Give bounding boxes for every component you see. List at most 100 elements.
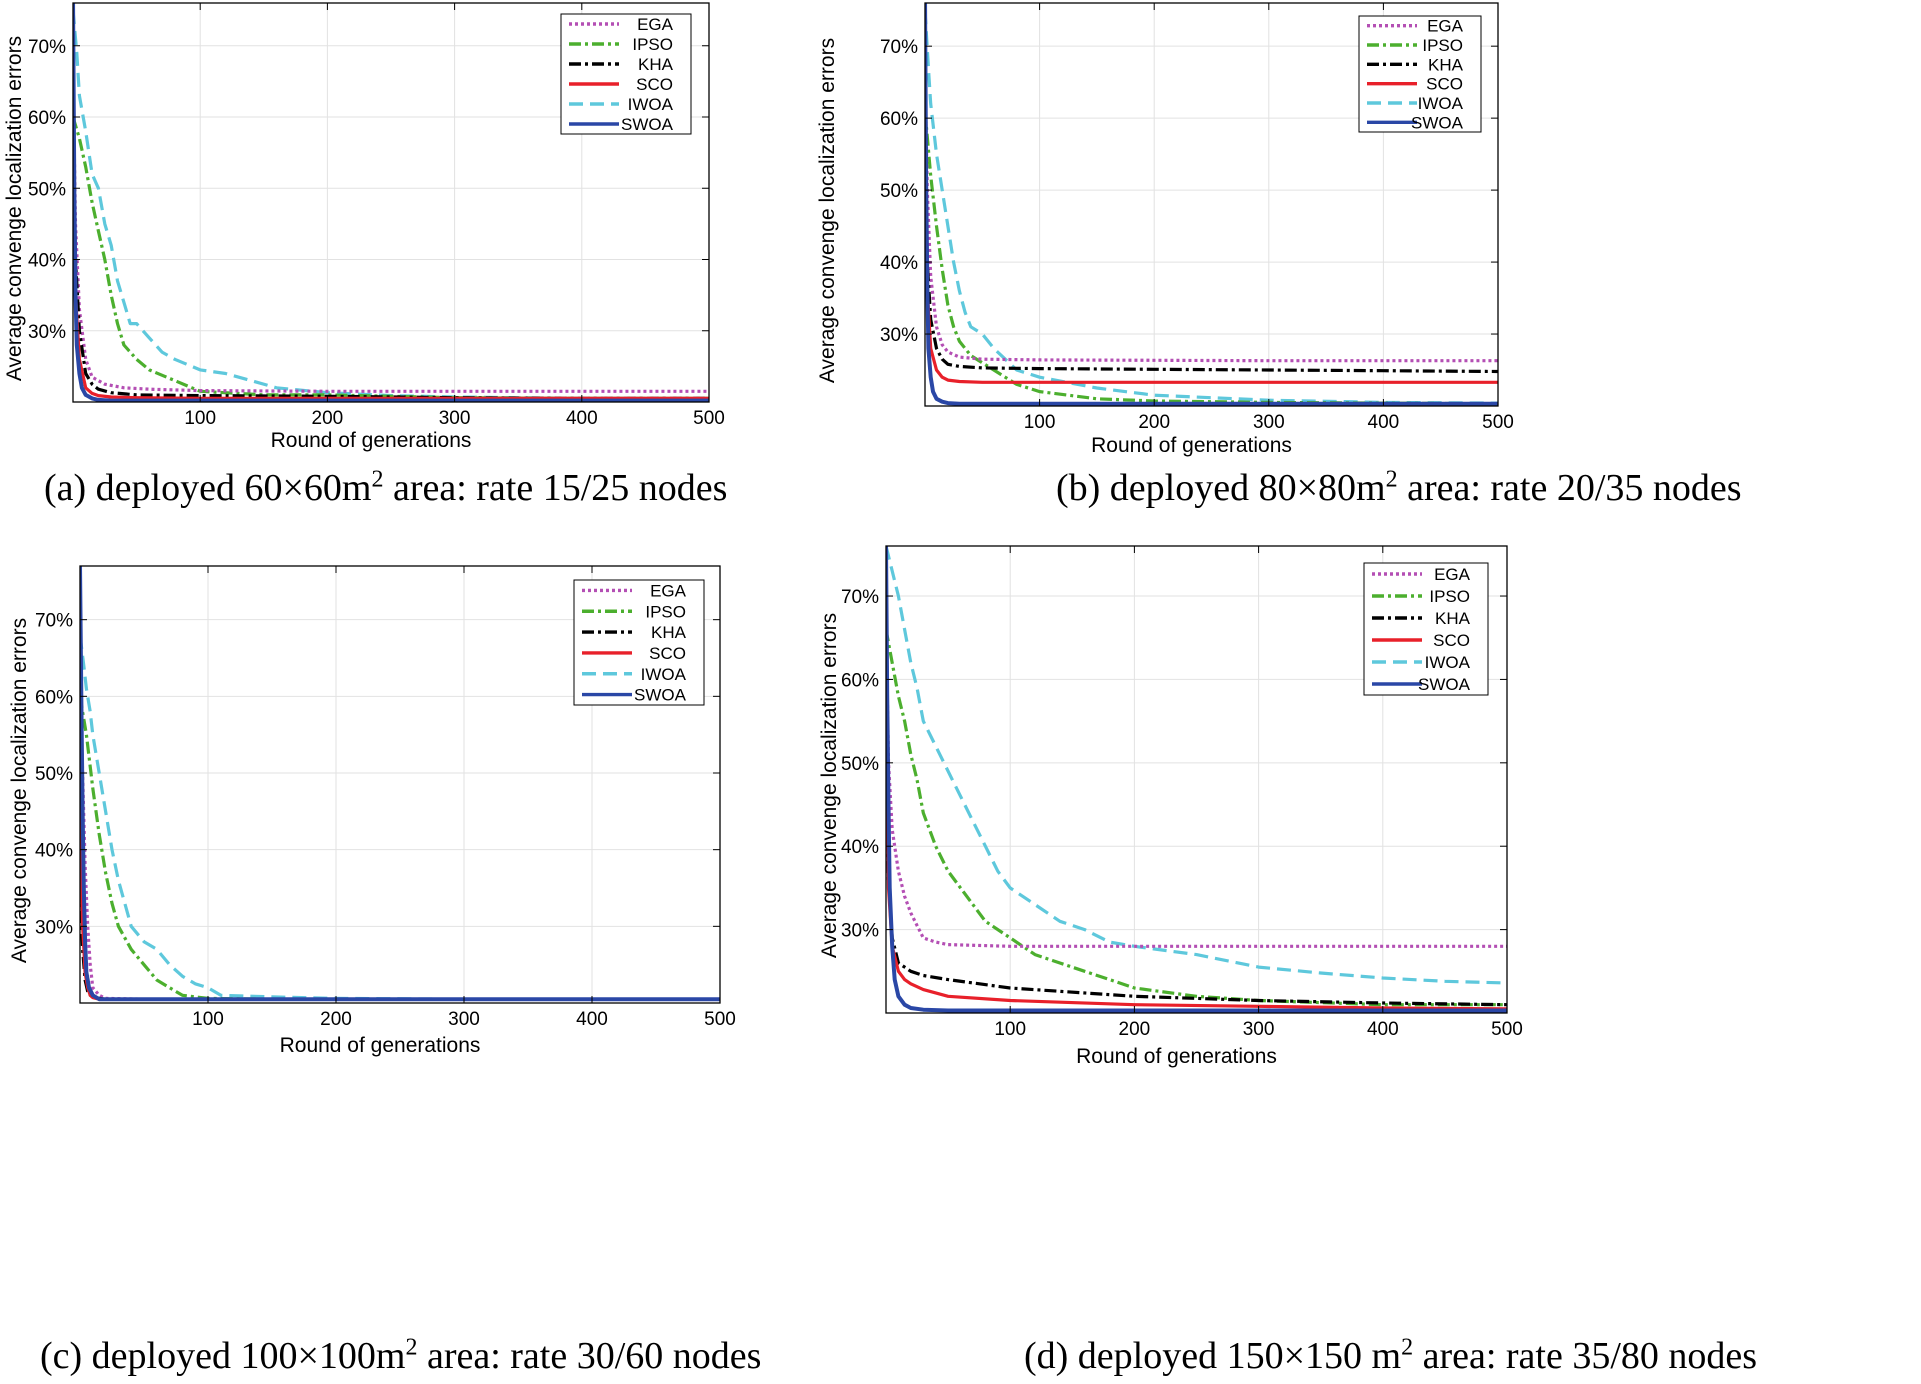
series-line-iwoa [925, 10, 1498, 405]
series-line-ega [886, 621, 1507, 948]
chart-c: 100 200 300 400 500 30% 40% 50% 60% 70% Round of g… [8, 565, 736, 1057]
panel-c: 100 200 300 400 500 30% 40% 50% 60% 70% Round of g… [0, 565, 960, 1384]
y-axis-label: Average convenge localization errors [8, 618, 31, 963]
panel-a: 100 200 300 400 500 30% 40% 50% 60% 70% Round of g… [0, 0, 960, 640]
series-line-ipso [886, 629, 1507, 1007]
y-tick-label: 70% [880, 37, 918, 58]
y-tick-label: 40% [35, 841, 73, 862]
chart-a: 100 200 300 400 500 30% 40% 50% 60% 70% Round of g… [3, 2, 725, 452]
legend-label-swoa: SWOA [1411, 113, 1464, 132]
legend-box [573, 579, 705, 706]
legend-label-ipso: IPSO [632, 35, 673, 54]
plot-group: 100 200 300 400 500 30% 40% 50% 60% 70% Round of g… [818, 545, 1523, 1068]
legend-label-sco: SCO [649, 644, 686, 663]
series-line-kha [80, 887, 720, 1001]
x-axis-label: Round of generations [271, 429, 472, 452]
x-axis-label: Round of generations [1091, 434, 1292, 457]
panel-d: 100 200 300 400 500 30% 40% 50% 60% 70% Round of g… [818, 545, 1921, 1384]
legend-label-ipso: IPSO [1429, 587, 1470, 606]
series-line-sco [925, 146, 1498, 384]
x-tick-label: 400 [576, 1009, 608, 1030]
y-tick-label: 60% [841, 670, 879, 691]
caption-d-prefix: (d) deployed 150×150 m [1024, 1335, 1402, 1377]
legend-label-ega: EGA [650, 581, 687, 600]
series-line-swoa [925, 3, 1498, 406]
legend-label-iwoa: IWOA [628, 95, 674, 114]
series-line-ega [80, 680, 720, 1001]
legend-label-swoa: SWOA [621, 115, 674, 134]
axes-box [72, 2, 710, 403]
x-axis-label: Round of generations [280, 1034, 481, 1057]
caption-d-suffix: area: rate 35/80 nodes [1413, 1335, 1758, 1377]
chart-d: 100 200 300 400 500 30% 40% 50% 60% 70% Round of g… [818, 545, 1523, 1068]
axes-box [885, 545, 1508, 1014]
x-tick-label: 400 [566, 408, 598, 429]
x-tick-label: 300 [1243, 1019, 1275, 1040]
y-tick-label: 30% [28, 322, 66, 343]
series-line-ipso [925, 110, 1498, 406]
caption-a-prefix: (a) deployed 60×60m [44, 467, 372, 509]
y-tick-label: 60% [28, 108, 66, 129]
panel-b: 100 200 300 400 500 30% 40% 50% 60% 70% Round of g… [816, 0, 1921, 640]
x-tick-label: 500 [693, 408, 725, 429]
plot-group: 100 200 300 400 500 30% 40% 50% 60% 70% Round of g… [3, 2, 725, 452]
caption-b-sup: 2 [1385, 466, 1398, 493]
series-line-swoa [73, 3, 709, 402]
legend-label-ipso: IPSO [645, 602, 686, 621]
legend-label-iwoa: IWOA [641, 665, 687, 684]
legend-label-iwoa: IWOA [1418, 94, 1464, 113]
caption-b-prefix: (b) deployed 80×80m [1056, 467, 1386, 509]
x-tick-label: 500 [704, 1009, 736, 1030]
series-line-ipso [80, 696, 720, 1001]
legend-label-kha: KHA [651, 623, 687, 642]
legend-label-sco: SCO [636, 75, 673, 94]
caption-d-sup: 2 [1401, 1334, 1414, 1361]
y-axis-label: Average convenge localization errors [816, 38, 839, 383]
x-tick-label: 200 [320, 1009, 352, 1030]
caption-d: (d) deployed 150×150 m2 area: rate 35/80… [1024, 1334, 1757, 1378]
series-line-kha [886, 746, 1507, 1007]
x-tick-label: 500 [1491, 1019, 1523, 1040]
caption-a-sup: 2 [371, 466, 384, 493]
caption-c-prefix: (c) deployed 100×100m [40, 1335, 406, 1377]
x-tick-label: 300 [448, 1009, 480, 1030]
plot-group: 100 200 300 400 500 30% 40% 50% 60% 70% Round of g… [8, 565, 736, 1057]
x-tick-label: 200 [312, 408, 344, 429]
x-tick-label: 400 [1367, 1019, 1399, 1040]
caption-c-suffix: area: rate 30/60 nodes [417, 1335, 762, 1377]
y-axis-label: Average convenge localization errors [3, 36, 26, 381]
legend-label-iwoa: IWOA [1425, 653, 1471, 672]
legend-label-kha: KHA [1435, 609, 1471, 628]
y-tick-label: 40% [841, 837, 879, 858]
legend-label-ipso: IPSO [1422, 36, 1463, 55]
y-tick-label: 50% [28, 179, 66, 200]
x-tick-label: 200 [1138, 412, 1170, 433]
y-tick-label: 70% [28, 37, 66, 58]
series-line-iwoa [73, 9, 709, 400]
y-axis-label: Average convenge localization errors [818, 613, 841, 958]
legend-box [1358, 15, 1482, 133]
series-line-iwoa [80, 634, 720, 1001]
y-tick-label: 50% [841, 754, 879, 775]
series-line-swoa [80, 566, 720, 1002]
legend-box [1363, 562, 1489, 696]
chart-b: 100 200 300 400 500 30% 40% 50% 60% 70% Round of g… [816, 2, 1514, 457]
legend-label-swoa: SWOA [634, 686, 687, 705]
caption-a-suffix: area: rate 15/25 nodes [383, 467, 728, 509]
y-tick-label: 70% [841, 587, 879, 608]
y-tick-label: 30% [880, 325, 918, 346]
caption-a: (a) deployed 60×60m2 area: rate 15/25 no… [44, 466, 727, 510]
axes-box [79, 565, 721, 1004]
series-line-sco [73, 131, 709, 400]
caption-b: (b) deployed 80×80m2 area: rate 20/35 no… [1056, 466, 1742, 510]
x-tick-label: 100 [1024, 412, 1056, 433]
series-line-kha [925, 154, 1498, 374]
caption-c: (c) deployed 100×100m2 area: rate 30/60 … [40, 1334, 761, 1378]
x-tick-label: 500 [1482, 412, 1514, 433]
y-tick-label: 40% [880, 253, 918, 274]
y-tick-label: 40% [28, 251, 66, 272]
legend: EGA IPSO KHA SCO IWOA SWOA [573, 579, 705, 706]
x-tick-label: 200 [1119, 1019, 1151, 1040]
